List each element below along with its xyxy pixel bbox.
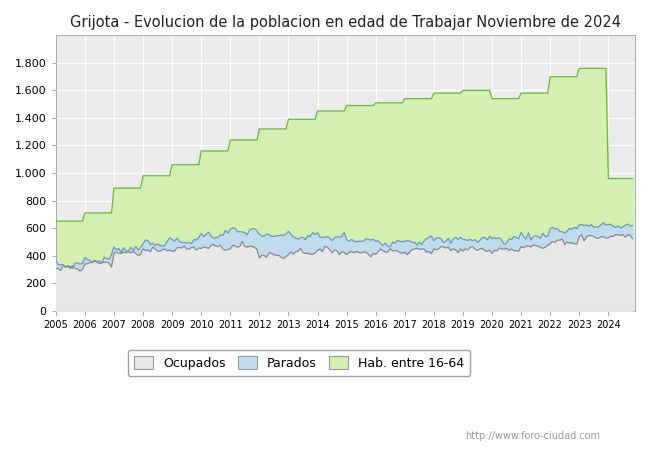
Text: http://www.foro-ciudad.com: http://www.foro-ciudad.com	[465, 431, 601, 441]
Title: Grijota - Evolucion de la poblacion en edad de Trabajar Noviembre de 2024: Grijota - Evolucion de la poblacion en e…	[70, 15, 621, 30]
Legend: Ocupados, Parados, Hab. entre 16-64: Ocupados, Parados, Hab. entre 16-64	[128, 350, 470, 376]
